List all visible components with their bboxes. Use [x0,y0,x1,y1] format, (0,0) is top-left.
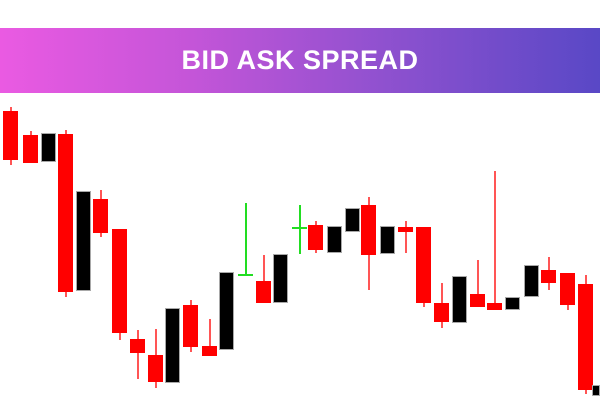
candlestick-body [592,385,600,396]
candlestick-wick [405,221,407,253]
candlestick-wick [137,330,139,379]
candlestick-body [327,226,342,253]
candlestick-body [148,355,163,382]
candlestick-body [238,274,253,276]
candlestick-wick [477,260,479,307]
candlestick-body [452,276,467,323]
candlestick-body [524,265,539,297]
page-title: BID ASK SPREAD [181,45,419,75]
candlestick-body [58,134,73,292]
candlestick-body [273,254,288,303]
candlestick-body [256,281,271,303]
candlestick-body [361,205,376,255]
candlestick-body [505,297,520,310]
candlestick-body [41,133,56,162]
candlestick-wick [494,171,496,310]
candlestick-body [292,227,307,229]
candlestick-body [76,191,91,291]
candlestick-body [308,225,323,250]
candlestick-chart [0,93,600,400]
candlestick-body [487,303,502,310]
candlestick-body [434,303,449,322]
title-banner: BID ASK SPREAD [0,28,600,93]
candlestick-body [112,229,127,333]
candlestick-body [23,135,38,163]
candlestick-body [578,284,593,390]
candlestick-wick [263,255,265,303]
candlestick-body [380,226,395,254]
candlestick-wick [245,203,247,276]
candlestick-wick [209,319,211,356]
candlestick-body [165,308,180,383]
candlestick-body [93,199,108,233]
candlestick-body [219,272,234,350]
candlestick-body [398,227,413,232]
candlestick-body [202,346,217,356]
candlestick-body [183,305,198,347]
candlestick-body [130,339,145,353]
candlestick-body [541,270,556,283]
candlestick-body [470,294,485,307]
candlestick-wick [299,205,301,254]
candlestick-body [416,227,431,303]
candlestick-body [560,273,575,305]
candlestick-body [345,208,360,232]
candlestick-body [3,111,18,160]
